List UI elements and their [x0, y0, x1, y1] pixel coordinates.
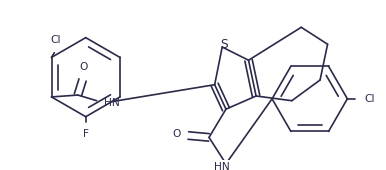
Text: O: O [79, 62, 88, 72]
Text: HN: HN [214, 162, 230, 170]
Text: Cl: Cl [364, 94, 375, 104]
Text: S: S [220, 38, 228, 51]
Text: HN: HN [104, 98, 120, 108]
Text: F: F [83, 129, 89, 139]
Text: O: O [173, 129, 181, 139]
Text: Cl: Cl [50, 35, 61, 45]
